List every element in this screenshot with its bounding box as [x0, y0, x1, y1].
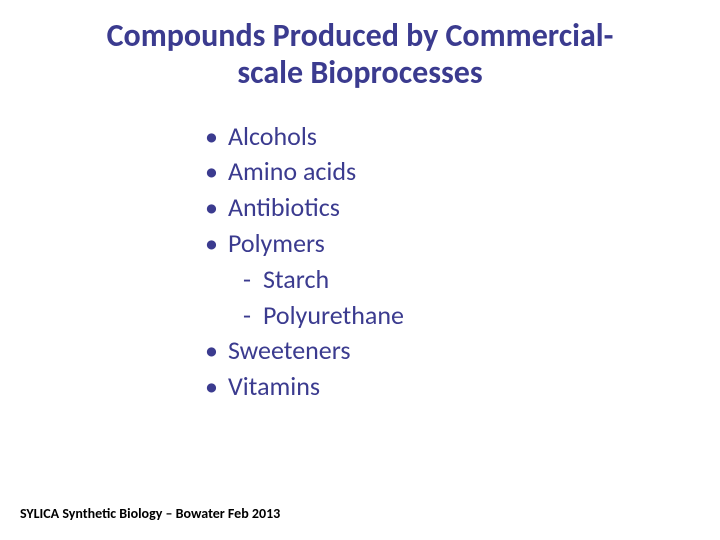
list-item: • Amino acids — [205, 155, 720, 189]
dash-icon: - — [243, 263, 251, 297]
list-item-label: Sweeteners — [228, 334, 351, 368]
sub-list-item: -Starch — [243, 263, 720, 297]
bullet-icon: • — [205, 155, 218, 189]
list-item: • Vitamins — [205, 370, 720, 404]
slide-title: Compounds Produced by Commercial- scale … — [0, 0, 720, 92]
bullet-icon: • — [205, 191, 218, 225]
list-item-label: Antibiotics — [228, 191, 340, 225]
list-item-label: Alcohols — [228, 120, 317, 154]
bullet-icon: • — [205, 370, 218, 404]
sub-list-item-label: Polyurethane — [263, 299, 404, 333]
sub-list-item: -Polyurethane — [243, 299, 720, 333]
bullet-icon: • — [205, 227, 218, 261]
list-item: • Antibiotics — [205, 191, 720, 225]
list-item-label: Vitamins — [228, 370, 320, 404]
list-item: • Polymers — [205, 227, 720, 261]
list-item: • Sweeteners — [205, 334, 720, 368]
title-line-1: Compounds Produced by Commercial- — [107, 16, 614, 55]
footer-text: SYLICA Synthetic Biology – Bowater Feb 2… — [20, 505, 280, 522]
list-item-label: Amino acids — [228, 155, 356, 189]
list-item: • Alcohols — [205, 120, 720, 154]
sub-list-item-label: Starch — [263, 263, 329, 297]
title-line-2: scale Bioprocesses — [237, 53, 482, 92]
bullet-icon: • — [205, 120, 218, 154]
bullet-list: • Alcohols • Amino acids • Antibiotics • Polyme… — [205, 120, 720, 404]
list-item-label: Polymers — [228, 227, 325, 261]
bullet-icon: • — [205, 334, 218, 368]
dash-icon: - — [243, 299, 251, 333]
